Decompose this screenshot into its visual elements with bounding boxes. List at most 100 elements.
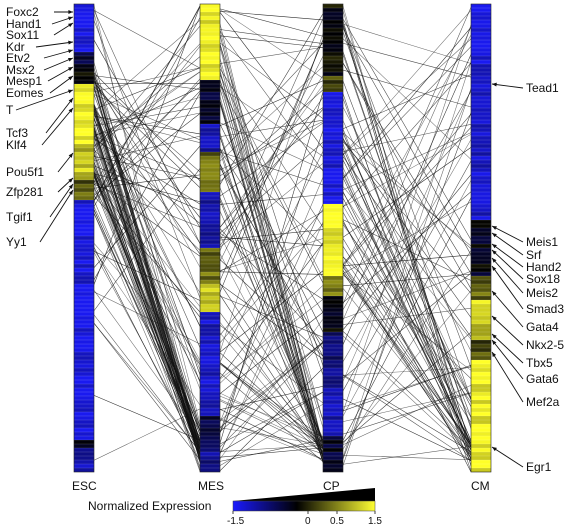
- gene-pointer-arrows: [15, 10, 524, 468]
- regulatory-edge: [342, 46, 472, 179]
- legend-tick-label: 0: [305, 516, 311, 527]
- pointer-line: [43, 49, 74, 59]
- pointer-arrowhead: [68, 108, 73, 113]
- regulatory-edge: [342, 132, 472, 249]
- expression-cell: [74, 368, 94, 372]
- pointer-arrowhead: [492, 291, 497, 296]
- expression-cell: [471, 4, 491, 8]
- expression-cell: [74, 180, 94, 184]
- pointer-arrowhead: [68, 184, 73, 189]
- expression-cell: [74, 184, 94, 188]
- gene-label-klf4: Klf4: [6, 138, 27, 152]
- expression-cell: [74, 436, 94, 440]
- expression-cell: [471, 84, 491, 88]
- regulatory-edge: [342, 132, 472, 191]
- gene-label-tcf3: Tcf3: [6, 126, 28, 140]
- expression-cell: [74, 264, 94, 268]
- expression-cell: [200, 156, 220, 160]
- expression-cell: [74, 348, 94, 352]
- expression-cell: [200, 36, 220, 40]
- gene-label-t: T: [6, 103, 14, 117]
- expression-cell: [471, 128, 491, 132]
- expression-cell: [200, 260, 220, 264]
- regulatory-edge: [219, 177, 324, 423]
- expression-cell: [74, 404, 94, 408]
- expression-cell: [471, 104, 491, 108]
- regulatory-edge: [93, 249, 201, 406]
- expression-cell: [200, 324, 220, 328]
- pointer-line: [491, 83, 524, 89]
- expression-cell: [74, 376, 94, 380]
- expression-cell: [74, 328, 94, 332]
- regulatory-edge: [219, 427, 324, 446]
- regulatory-edge: [342, 385, 472, 446]
- expression-cell: [323, 148, 343, 152]
- expression-cell: [323, 260, 343, 264]
- regulatory-edge: [219, 149, 324, 313]
- expression-cell: [471, 24, 491, 28]
- regulatory-edge: [219, 233, 324, 300]
- expression-cell: [471, 196, 491, 200]
- expression-cell: [471, 308, 491, 312]
- expression-cell: [323, 388, 343, 392]
- expression-cell: [74, 416, 94, 420]
- expression-cell: [471, 324, 491, 328]
- regulatory-edge: [342, 43, 472, 78]
- regulatory-edge: [219, 141, 324, 234]
- gene-label-hand2: Hand2: [526, 260, 562, 274]
- expression-cell: [471, 180, 491, 184]
- expression-cell: [200, 208, 220, 212]
- expression-cell: [323, 384, 343, 388]
- pointer-arrowhead: [492, 82, 497, 87]
- regulatory-edge: [342, 140, 472, 247]
- regulatory-edge: [219, 9, 324, 79]
- regulatory-edge: [219, 30, 324, 172]
- gene-label-mef2a: Mef2a: [526, 395, 560, 409]
- expression-cell: [200, 92, 220, 96]
- expression-cell: [200, 300, 220, 304]
- expression-cell: [323, 96, 343, 100]
- expression-cell: [200, 116, 220, 120]
- regulatory-edge: [219, 342, 324, 448]
- pointer-line: [491, 249, 524, 280]
- expression-cell: [323, 424, 343, 428]
- regulatory-edge: [93, 86, 201, 437]
- regulatory-edge: [93, 75, 201, 90]
- expression-cell: [200, 308, 220, 312]
- regulatory-edge: [342, 331, 472, 443]
- regulatory-edge: [342, 134, 472, 207]
- expression-cell: [323, 244, 343, 248]
- expression-cell: [74, 156, 94, 160]
- expression-cell: [471, 448, 491, 452]
- regulatory-edge: [342, 24, 472, 449]
- regulatory-edge: [93, 25, 201, 150]
- expression-cell: [471, 120, 491, 124]
- pointer-arrowhead: [68, 16, 73, 21]
- expression-cell: [471, 212, 491, 216]
- expression-cell: [471, 428, 491, 432]
- expression-cell: [323, 4, 343, 8]
- expression-cell: [74, 140, 94, 144]
- regulatory-edge: [219, 33, 324, 352]
- gene-label-hand1: Hand1: [6, 17, 42, 31]
- expression-cell: [200, 416, 220, 420]
- pointer-line: [491, 315, 524, 346]
- gene-label-yy1: Yy1: [6, 235, 27, 249]
- regulatory-edge: [93, 71, 201, 148]
- expression-cell: [471, 12, 491, 16]
- expression-cell: [200, 420, 220, 424]
- pointer-arrowhead: [68, 89, 73, 94]
- expression-cell: [74, 452, 94, 456]
- expression-cell: [74, 308, 94, 312]
- expression-cell: [74, 304, 94, 308]
- regulatory-edge: [342, 132, 472, 441]
- regulatory-edge: [342, 197, 472, 441]
- expression-cell: [323, 200, 343, 204]
- expression-cell: [200, 48, 220, 52]
- regulatory-edge: [219, 23, 324, 448]
- regulatory-edge: [93, 149, 201, 251]
- expression-cell: [323, 104, 343, 108]
- expression-cell: [74, 216, 94, 220]
- regulatory-edge: [93, 175, 201, 472]
- expression-cell: [323, 180, 343, 184]
